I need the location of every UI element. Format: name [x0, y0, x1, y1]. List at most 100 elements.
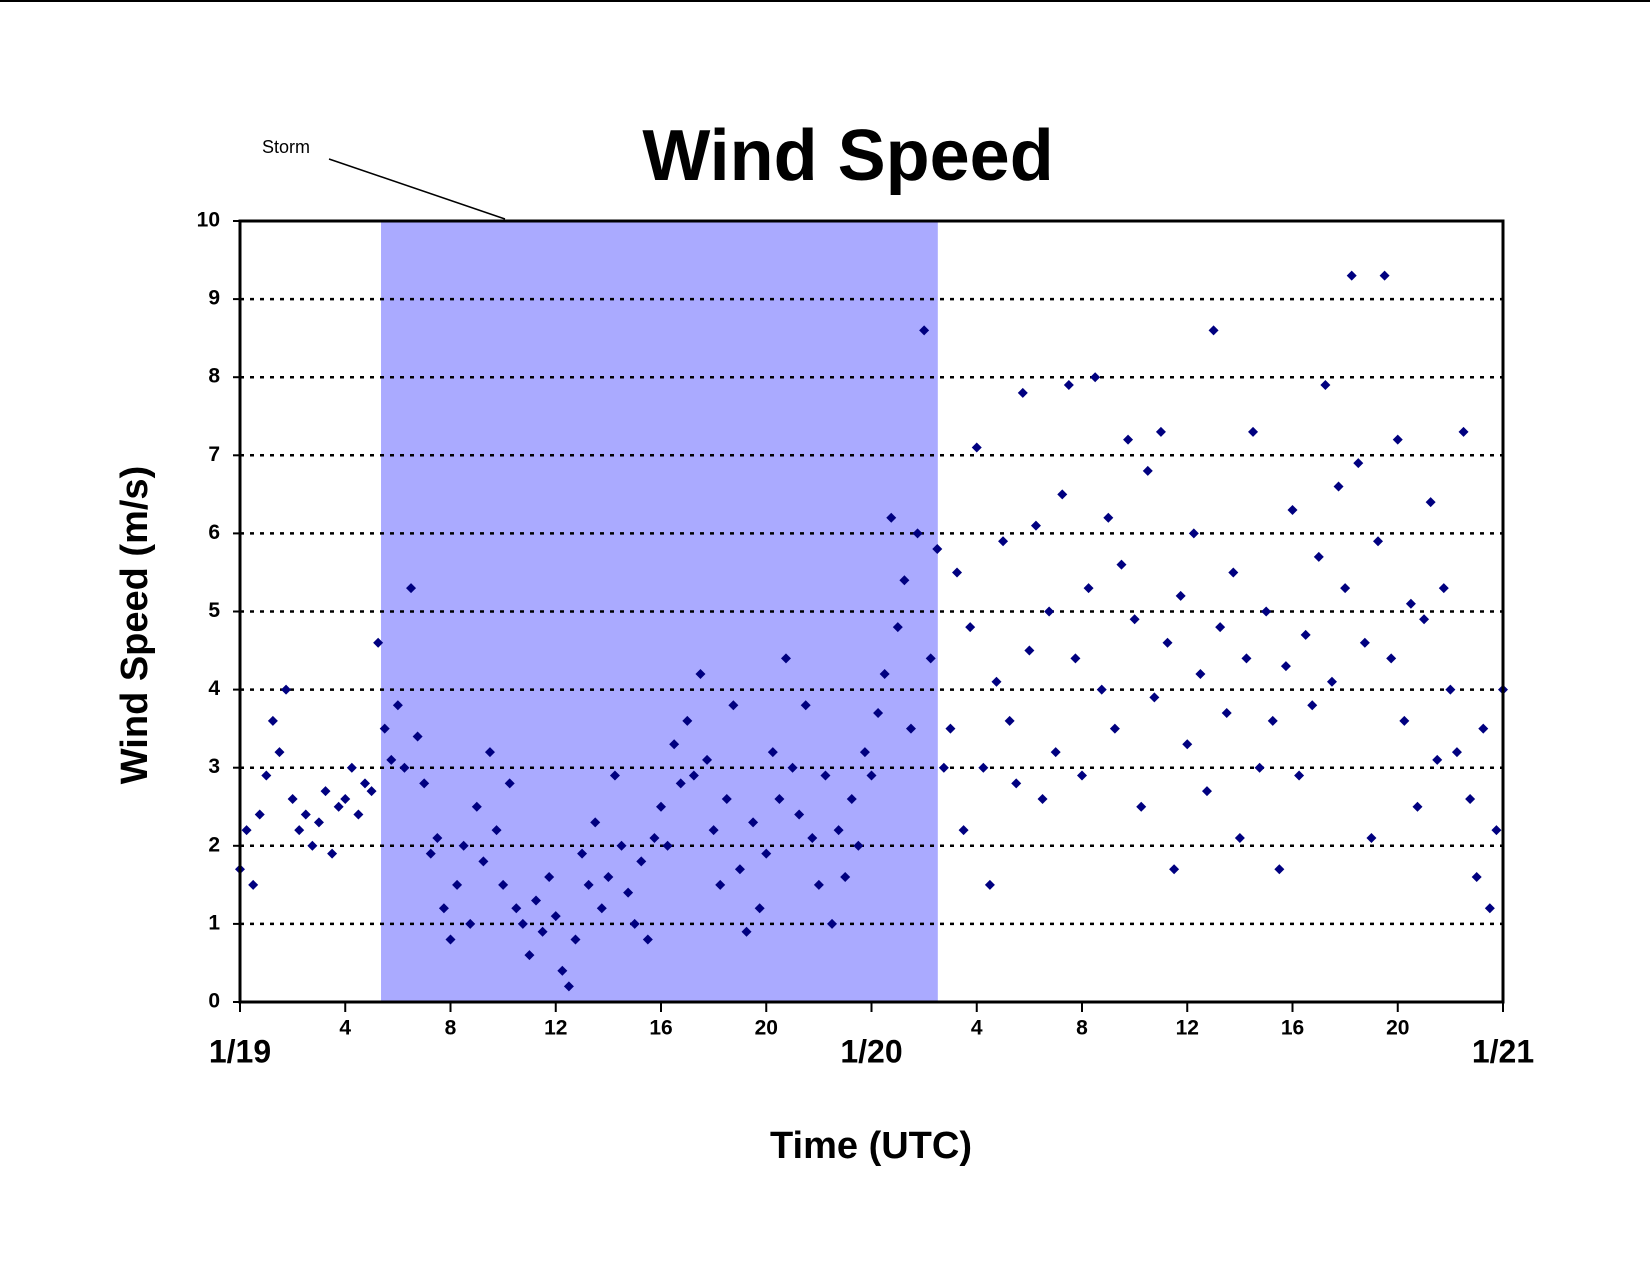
point [1392, 434, 1403, 445]
point [866, 770, 877, 781]
point [445, 934, 456, 945]
point [794, 809, 805, 820]
point [1195, 668, 1206, 679]
point [1241, 653, 1252, 664]
point [899, 575, 910, 586]
point [1366, 832, 1377, 843]
y-tick-label: 0 [208, 990, 220, 1013]
point [544, 872, 555, 883]
point [583, 879, 594, 890]
point [1340, 583, 1351, 594]
point [1188, 528, 1199, 539]
point [1326, 676, 1337, 687]
point [932, 544, 943, 555]
y-tick-label: 7 [208, 443, 220, 466]
point [1261, 606, 1272, 617]
point [1221, 708, 1232, 719]
point [642, 934, 653, 945]
point [715, 879, 726, 890]
point [971, 442, 982, 453]
points [235, 270, 1508, 992]
point [491, 825, 502, 836]
point [958, 825, 969, 836]
point [873, 708, 884, 719]
point [1491, 825, 1502, 836]
point [919, 325, 930, 336]
point [1458, 426, 1469, 437]
y-tick-label: 6 [208, 521, 220, 544]
x-axis-label: Time (UTC) [770, 1125, 972, 1167]
point [965, 622, 976, 633]
point [419, 778, 430, 789]
point [340, 793, 351, 804]
point [879, 668, 890, 679]
point [616, 840, 627, 851]
point [1129, 614, 1140, 625]
point [952, 567, 963, 578]
point [688, 770, 699, 781]
point [1438, 583, 1449, 594]
point [504, 778, 515, 789]
point [1024, 645, 1035, 656]
point [682, 715, 693, 726]
point [531, 895, 542, 906]
point [1103, 512, 1114, 523]
x-date-label: 1/20 [840, 1033, 902, 1069]
point [780, 653, 791, 664]
y-tick-label: 9 [208, 287, 220, 310]
point [452, 879, 463, 890]
x-date-label: 1/19 [209, 1033, 271, 1069]
point [386, 754, 397, 765]
point [320, 786, 331, 797]
point [813, 879, 824, 890]
point [748, 817, 759, 828]
point [241, 825, 252, 836]
point [1386, 653, 1397, 664]
point [1208, 325, 1219, 336]
point [853, 840, 864, 851]
annotation-leader [328, 158, 506, 220]
point [623, 887, 634, 898]
point [550, 911, 561, 922]
y-axis-label: Wind Speed (m/s) [114, 466, 156, 784]
point [1484, 903, 1495, 914]
point [524, 950, 535, 961]
point [675, 778, 686, 789]
point [254, 809, 265, 820]
point [708, 825, 719, 836]
point [892, 622, 903, 633]
point [1425, 497, 1436, 508]
point [1300, 629, 1311, 640]
point [702, 754, 713, 765]
point [925, 653, 936, 664]
point [406, 583, 417, 594]
point [1017, 387, 1028, 398]
point [1471, 872, 1482, 883]
point [886, 512, 897, 523]
point [978, 762, 989, 773]
point [629, 918, 640, 929]
point [596, 903, 607, 914]
point [1432, 754, 1443, 765]
point [761, 848, 772, 859]
y-tick-label: 3 [208, 755, 220, 778]
point [590, 817, 601, 828]
point [373, 637, 384, 648]
point [767, 747, 778, 758]
point [1011, 778, 1022, 789]
point [1313, 551, 1324, 562]
point [1096, 684, 1107, 695]
point [1478, 723, 1489, 734]
point [438, 903, 449, 914]
x-tick-label: 12 [544, 1017, 567, 1040]
point [1037, 793, 1048, 804]
point [537, 926, 548, 937]
point [274, 747, 285, 758]
point [327, 848, 338, 859]
x-tick-label: 4 [971, 1017, 983, 1040]
point [609, 770, 620, 781]
point [498, 879, 509, 890]
point [425, 848, 436, 859]
point [1162, 637, 1173, 648]
